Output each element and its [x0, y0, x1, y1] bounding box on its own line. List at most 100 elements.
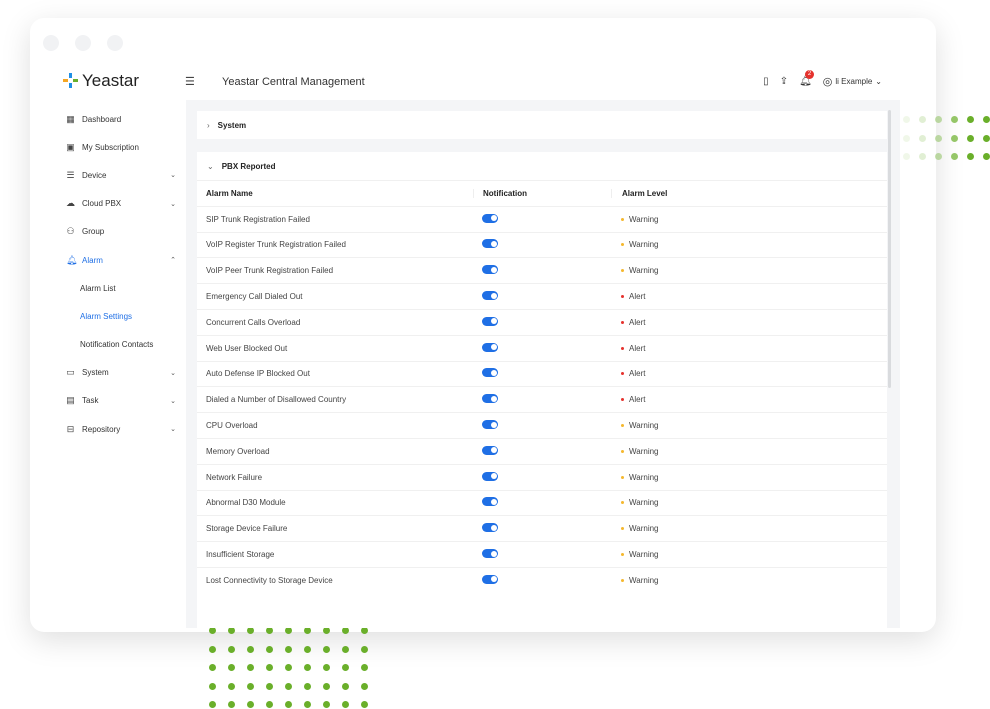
scrollbar[interactable]	[888, 110, 891, 388]
user-name: li Example	[835, 77, 873, 86]
notification-toggle[interactable]	[482, 239, 498, 249]
notification-badge: 2	[805, 70, 815, 79]
table-row: Lost Connectivity to Storage Device Warn…	[197, 566, 887, 593]
cloud-upload-icon[interactable]: ⇪	[779, 76, 789, 87]
section-system[interactable]: › System	[197, 111, 887, 139]
notification-toggle[interactable]	[482, 549, 498, 559]
alarm-level: Warning	[629, 524, 659, 534]
notification-toggle[interactable]	[482, 368, 498, 378]
sidebar-item-label: Notification Contacts	[80, 340, 154, 350]
decorative-dot	[967, 134, 974, 142]
decorative-dots-bottom	[209, 627, 380, 708]
notification-toggle[interactable]	[482, 291, 498, 301]
chevron-right-icon: ›	[207, 120, 210, 130]
decorative-dot	[903, 153, 910, 160]
decorative-dot	[951, 153, 958, 160]
sidebar: Yeastar ▦ Dashboard ▣ My Subscription ☰ Devic…	[57, 65, 186, 628]
sidebar-item-label: Group	[82, 227, 105, 237]
sidebar-item-my-subscription[interactable]: ▣ My Subscription	[57, 133, 186, 161]
sidebar-item-system[interactable]: ▭ System ⌄	[57, 359, 186, 387]
repository-icon: ⊟	[66, 423, 75, 434]
notifications-button[interactable]: 🔔︎ 2	[799, 70, 815, 87]
sidebar-item-group[interactable]: ⚇ Group	[57, 218, 186, 246]
decorative-dot	[342, 645, 349, 653]
section-title: PBX Reported	[221, 161, 276, 171]
table-row: Network Failure Warning	[197, 463, 887, 490]
alarm-name: Abnormal D30 Module	[206, 498, 286, 508]
table-row: Memory Overload Warning	[197, 437, 887, 464]
notification-toggle[interactable]	[482, 497, 498, 507]
alarm-name: Concurrent Calls Overload	[206, 317, 301, 327]
window-dot	[107, 35, 123, 51]
level-dot-icon	[621, 372, 624, 376]
level-dot-icon	[621, 527, 624, 531]
level-dot-icon	[621, 295, 624, 299]
logo: Yeastar	[63, 71, 139, 91]
notification-toggle[interactable]	[482, 445, 498, 455]
alarm-level: Warning	[629, 266, 659, 276]
device-icon: ☰	[66, 169, 75, 180]
sidebar-item-label: Alarm List	[80, 283, 116, 293]
table-row: VoIP Register Trunk Registration Failed …	[197, 231, 887, 258]
notification-toggle[interactable]	[482, 574, 498, 584]
notification-toggle[interactable]	[482, 471, 498, 481]
chevron-down-icon: ⌄	[170, 172, 176, 180]
section-header[interactable]: ⌄ PBX Reported	[197, 152, 887, 180]
table-row: CPU Overload Warning	[197, 412, 887, 438]
dashboard-icon: ▦	[66, 113, 75, 124]
notification-toggle[interactable]	[482, 420, 498, 430]
table-row: Auto Defense IP Blocked Out Alert	[197, 360, 887, 387]
sidebar-item-alarm-list[interactable]: Alarm List	[57, 274, 186, 302]
notification-toggle[interactable]	[482, 265, 498, 275]
sidebar-item-alarm[interactable]: 🔔︎ Alarm ⌃	[57, 246, 186, 274]
decorative-dot	[247, 664, 254, 671]
decorative-dot	[209, 664, 216, 671]
notification-toggle[interactable]	[482, 316, 498, 326]
system-icon: ▭	[66, 367, 75, 378]
decorative-dot	[228, 627, 235, 634]
sidebar-item-dashboard[interactable]: ▦ Dashboard	[57, 105, 186, 133]
bell-icon: 🔔︎	[799, 76, 812, 87]
level-dot-icon	[621, 553, 624, 557]
decorative-dot	[228, 682, 235, 690]
decorative-dot	[323, 682, 330, 690]
user-menu[interactable]: ◎ li Example ⌄	[823, 75, 882, 88]
notification-toggle[interactable]	[482, 342, 498, 352]
decorative-dot	[323, 627, 330, 634]
yeastar-logo-icon	[63, 73, 78, 88]
sidebar-item-notification-contacts[interactable]: Notification Contacts	[57, 331, 186, 359]
decorative-dot	[951, 134, 958, 142]
sidebar-item-task[interactable]: ▤ Task ⌄	[57, 387, 186, 415]
decorative-dot	[209, 645, 216, 653]
notification-toggle[interactable]	[482, 213, 498, 223]
header: ☰ Yeastar Central Management ▯ ⇪ 🔔︎ 2 ◎ li…	[185, 65, 900, 100]
column-alarm-level: Alarm Level	[611, 188, 667, 198]
sidebar-item-label: Alarm	[82, 255, 103, 265]
decorative-dot	[247, 682, 254, 690]
brand-name: Yeastar	[82, 71, 140, 90]
alarm-level: Alert	[629, 317, 646, 327]
decorative-dot	[228, 645, 235, 653]
sidebar-item-label: Alarm Settings	[80, 311, 133, 321]
sidebar-item-repository[interactable]: ⊟ Repository ⌄	[57, 415, 186, 443]
notification-toggle[interactable]	[482, 394, 498, 404]
menu-collapse-icon[interactable]: ☰	[185, 76, 195, 88]
alarm-name: CPU Overload	[206, 421, 258, 431]
decorative-dot	[342, 664, 349, 671]
section-pbx-reported: ⌄ PBX Reported Alarm Name Notification Al…	[197, 152, 887, 628]
sidebar-item-alarm-settings[interactable]: Alarm Settings	[57, 302, 186, 330]
sidebar-item-cloud-pbx[interactable]: ☁ Cloud PBX ⌄	[57, 190, 186, 218]
alarm-name: Dialed a Number of Disallowed Country	[206, 395, 347, 405]
docs-icon[interactable]: ▯	[763, 76, 769, 87]
alarm-name: Lost Connectivity to Storage Device	[206, 575, 333, 585]
decorative-dot	[304, 682, 311, 690]
chevron-down-icon: ⌄	[170, 397, 176, 405]
alarm-level: Warning	[629, 446, 659, 456]
decorative-dot	[323, 664, 330, 671]
sidebar-item-device[interactable]: ☰ Device ⌄	[57, 161, 186, 189]
alarm-name: Storage Device Failure	[206, 524, 288, 534]
alarm-name: Auto Defense IP Blocked Out	[206, 369, 310, 379]
notification-toggle[interactable]	[482, 523, 498, 533]
alarm-level: Warning	[629, 421, 659, 431]
decorative-dot	[935, 134, 942, 142]
